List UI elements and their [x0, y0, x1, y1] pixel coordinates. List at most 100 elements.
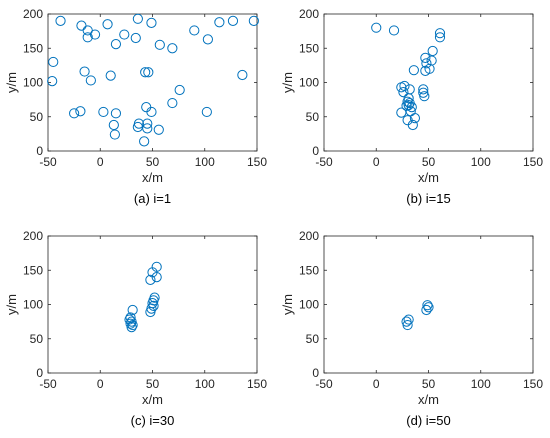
data-point — [227, 15, 239, 26]
x-axis-label: x/m — [142, 392, 163, 407]
data-point — [142, 118, 153, 129]
y-tick-label: 150 — [299, 41, 319, 55]
x-tick-label: 150 — [523, 377, 543, 391]
data-point — [124, 314, 135, 325]
x-tick-label: 50 — [146, 377, 160, 391]
data-point — [237, 69, 248, 81]
x-axis-label: x/m — [418, 392, 439, 407]
data-point — [105, 70, 116, 81]
data-point — [167, 43, 178, 54]
data-point — [371, 22, 382, 33]
data-point — [79, 66, 90, 77]
x-tick-label: 100 — [195, 155, 215, 169]
panel-caption: (c) i=30 — [131, 413, 175, 428]
data-point — [148, 300, 159, 311]
data-point — [248, 15, 259, 26]
data-point — [407, 119, 418, 131]
data-point — [214, 17, 225, 28]
data-point — [75, 106, 86, 117]
x-tick-label: 100 — [471, 377, 491, 391]
y-tick-label: 150 — [23, 263, 43, 277]
y-tick-label: 50 — [306, 110, 320, 124]
y-tick-label: 100 — [299, 76, 319, 90]
data-point — [127, 319, 138, 331]
x-tick-label: 100 — [195, 377, 215, 391]
y-axis-label: y/m — [280, 72, 295, 93]
data-point — [419, 91, 430, 102]
data-point — [426, 55, 437, 66]
y-tick-label: 0 — [312, 366, 319, 380]
y-axis-label: y/m — [4, 72, 19, 93]
data-point — [402, 319, 413, 331]
x-tick-label: 0 — [97, 377, 104, 391]
data-point — [406, 102, 417, 113]
data-point — [98, 106, 109, 118]
x-tick-label: 0 — [373, 155, 380, 169]
y-tick-label: 150 — [23, 41, 43, 55]
data-point — [189, 25, 200, 36]
data-point — [174, 84, 185, 96]
data-point — [132, 13, 143, 24]
panel-caption: (a) i=1 — [134, 191, 171, 206]
y-tick-label: 100 — [23, 76, 43, 90]
data-point — [85, 75, 96, 86]
data-point — [126, 322, 137, 333]
y-tick-label: 200 — [23, 7, 43, 21]
y-tick-label: 50 — [30, 110, 44, 124]
y-tick-label: 0 — [36, 366, 43, 380]
x-tick-label: -50 — [315, 155, 333, 169]
y-tick-label: 0 — [36, 144, 43, 158]
data-point — [420, 52, 431, 63]
data-point — [89, 29, 101, 40]
y-tick-label: 50 — [306, 332, 320, 346]
data-point — [408, 65, 419, 76]
y-tick-label: 0 — [312, 144, 319, 158]
data-point — [47, 76, 58, 87]
data-point — [167, 97, 178, 109]
data-point — [127, 304, 138, 316]
panel-caption: (d) i=50 — [406, 413, 450, 428]
x-tick-label: 50 — [422, 155, 436, 169]
data-point — [133, 118, 145, 129]
x-tick-label: 150 — [247, 155, 267, 169]
panel-caption: (b) i=15 — [406, 191, 450, 206]
x-tick-label: 0 — [97, 155, 104, 169]
x-tick-label: 150 — [247, 377, 267, 391]
data-point — [143, 67, 154, 78]
x-tick-label: -50 — [39, 377, 57, 391]
x-tick-label: 0 — [373, 377, 380, 391]
data-point — [423, 302, 434, 313]
data-point — [421, 58, 432, 69]
data-point — [130, 32, 141, 44]
data-point — [151, 272, 162, 283]
data-point — [153, 124, 164, 135]
data-point — [48, 56, 59, 68]
data-point — [110, 108, 122, 119]
y-tick-label: 150 — [299, 263, 319, 277]
data-point — [154, 39, 165, 50]
data-point — [82, 32, 93, 43]
data-point — [421, 304, 432, 316]
data-point — [145, 306, 156, 318]
data-point — [388, 25, 400, 36]
y-axis-label: y/m — [4, 294, 19, 315]
data-point — [139, 136, 150, 147]
x-tick-label: 100 — [471, 155, 491, 169]
y-tick-label: 200 — [299, 229, 319, 243]
x-tick-label: 150 — [523, 155, 543, 169]
data-point — [140, 67, 151, 78]
data-point — [146, 106, 157, 118]
y-tick-label: 100 — [299, 298, 319, 312]
data-point — [396, 107, 407, 118]
y-axis-label: y/m — [280, 294, 295, 315]
x-tick-label: -50 — [315, 377, 333, 391]
y-tick-label: 100 — [23, 298, 43, 312]
x-tick-label: 50 — [422, 377, 436, 391]
data-point — [55, 15, 66, 26]
